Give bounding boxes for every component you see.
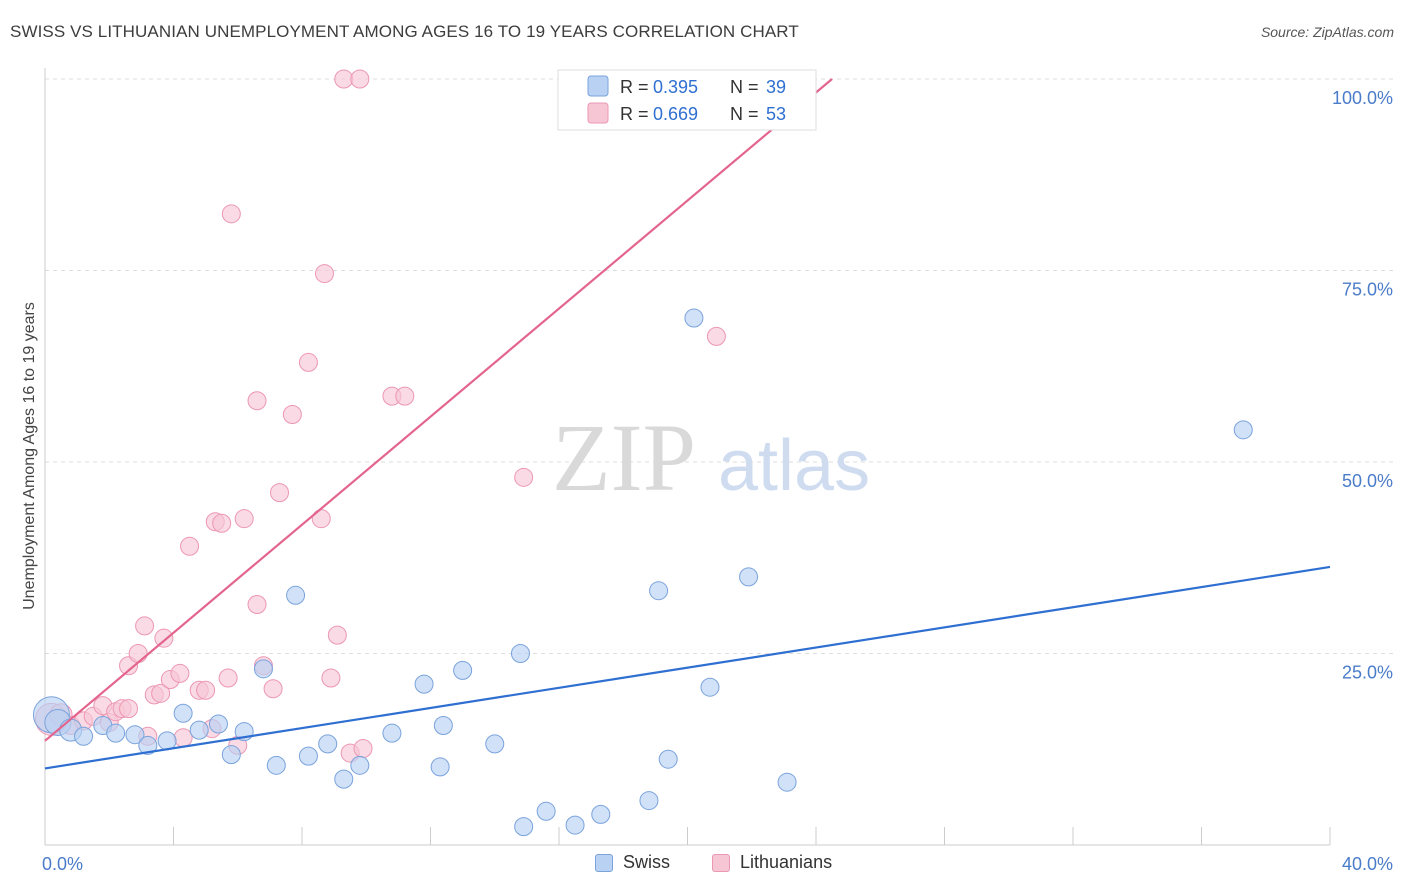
swiss-point bbox=[334, 769, 354, 789]
lithuanians-point bbox=[154, 628, 174, 648]
swiss-point bbox=[221, 745, 241, 765]
lithuanians-point bbox=[173, 728, 193, 748]
legend-lith-n-value: 53 bbox=[766, 104, 786, 124]
swiss-point bbox=[639, 791, 659, 811]
lithuanians-point bbox=[334, 69, 354, 89]
swiss-point bbox=[208, 714, 228, 734]
lithuanians-point bbox=[196, 680, 216, 700]
x-tick-label: 40.0% bbox=[1342, 854, 1393, 874]
swiss-point bbox=[510, 644, 530, 663]
swiss-point bbox=[189, 720, 209, 740]
legend-lith-r-label: R = bbox=[620, 104, 649, 124]
lithuanians-point bbox=[218, 668, 238, 688]
lithuanians-point bbox=[298, 352, 318, 372]
watermark: ZIP atlas bbox=[552, 404, 870, 511]
swiss-point bbox=[514, 817, 534, 837]
swiss-point bbox=[74, 726, 94, 746]
bottom-legend: Swiss Lithuanians bbox=[0, 852, 1406, 878]
legend-swiss-n-label: N = bbox=[730, 77, 759, 97]
swiss-point bbox=[485, 734, 505, 754]
lithuanians-point bbox=[282, 405, 302, 425]
swiss-point bbox=[565, 815, 585, 835]
bottom-legend-swatch-lithuanians bbox=[712, 853, 730, 872]
swiss-point bbox=[684, 308, 704, 328]
legend-swiss-n-value: 39 bbox=[766, 77, 786, 97]
swiss-point bbox=[658, 749, 678, 769]
y-tick-label: 100.0% bbox=[1332, 88, 1393, 108]
swiss-point bbox=[106, 723, 126, 743]
swiss-point bbox=[173, 703, 193, 723]
watermark-atlas: atlas bbox=[718, 426, 870, 506]
bottom-legend-lithuanians-label: Lithuanians bbox=[740, 852, 833, 872]
lithuanians-point bbox=[128, 644, 148, 663]
watermark-zip: ZIP bbox=[552, 404, 696, 511]
bottom-legend-lithuanians: Lithuanians bbox=[712, 852, 832, 873]
swiss-point bbox=[266, 755, 286, 775]
lithuanians-point bbox=[263, 679, 283, 699]
bottom-legend-swatch-swiss bbox=[595, 853, 613, 872]
swiss-point bbox=[1233, 420, 1253, 440]
swiss-point bbox=[700, 677, 720, 697]
lithuanians-point bbox=[212, 513, 232, 533]
lithuanians-point bbox=[395, 386, 415, 406]
lithuanians-point bbox=[353, 738, 373, 758]
legend-swatch-lithuanians bbox=[587, 102, 609, 124]
legend-lith-n-label: N = bbox=[730, 104, 759, 124]
lithuanians-point bbox=[170, 663, 190, 683]
lithuanians-point bbox=[247, 594, 267, 614]
swiss-point bbox=[125, 725, 145, 745]
lithuanians-point bbox=[321, 668, 341, 688]
swiss-point bbox=[138, 735, 158, 755]
lithuanians-point bbox=[247, 391, 267, 411]
lithuanians-point bbox=[706, 326, 726, 346]
lithuanians-point bbox=[151, 683, 171, 703]
lithuanians-point bbox=[135, 616, 155, 636]
bottom-legend-swiss: Swiss bbox=[595, 852, 670, 873]
swiss-point bbox=[739, 567, 759, 587]
source-label: Source: ZipAtlas.com bbox=[1260, 24, 1394, 40]
y-tick-label: 50.0% bbox=[1342, 471, 1393, 491]
swiss-point bbox=[453, 660, 473, 680]
legend-box: R = 0.395 N = 39 R = 0.669 N = 53 bbox=[557, 69, 817, 131]
lithuanians-point bbox=[234, 509, 254, 529]
lithuanians-point bbox=[314, 264, 334, 284]
lithuanians-point bbox=[180, 536, 200, 556]
chart-title: SWISS VS LITHUANIAN UNEMPLOYMENT AMONG A… bbox=[10, 22, 799, 41]
legend-lith-r-value: 0.669 bbox=[653, 104, 698, 124]
swiss-point bbox=[298, 746, 318, 766]
lithuanians-point bbox=[119, 699, 139, 719]
legend-swiss-r-label: R = bbox=[620, 77, 649, 97]
swiss-point bbox=[536, 801, 556, 821]
grid-layer bbox=[45, 78, 1395, 654]
y-tick-label: 75.0% bbox=[1342, 280, 1393, 300]
swiss-trend-line bbox=[44, 565, 1331, 770]
tick-labels: 25.0% 50.0% 75.0% 100.0% 0.0% 40.0% bbox=[42, 88, 1393, 874]
swiss-point bbox=[414, 674, 434, 694]
swiss-point bbox=[649, 581, 669, 601]
swiss-point bbox=[350, 755, 370, 775]
swiss-point bbox=[157, 731, 177, 751]
legend-swatch-swiss bbox=[587, 75, 609, 97]
swiss-point bbox=[591, 804, 611, 824]
lithuanians-trend-line bbox=[44, 78, 833, 742]
swiss-point bbox=[253, 659, 273, 679]
lithuanians-point bbox=[221, 204, 241, 224]
swiss-point bbox=[777, 772, 797, 792]
swiss-point bbox=[433, 716, 453, 736]
swiss-point bbox=[318, 734, 338, 754]
bottom-legend-swiss-label: Swiss bbox=[623, 852, 671, 872]
lithuanians-point bbox=[350, 69, 370, 89]
swiss-point bbox=[382, 723, 402, 743]
swiss-point bbox=[430, 757, 450, 777]
swiss-point bbox=[286, 585, 306, 605]
trend-lines bbox=[44, 78, 1331, 770]
lithuanians-point bbox=[270, 483, 290, 503]
x-tick-label: 0.0% bbox=[42, 854, 83, 874]
lithuanians-point bbox=[514, 467, 534, 487]
swiss-points bbox=[32, 308, 1253, 837]
legend-swiss-r-value: 0.395 bbox=[653, 77, 698, 97]
lithuanians-point bbox=[327, 625, 347, 645]
y-tick-label: 25.0% bbox=[1342, 663, 1393, 683]
